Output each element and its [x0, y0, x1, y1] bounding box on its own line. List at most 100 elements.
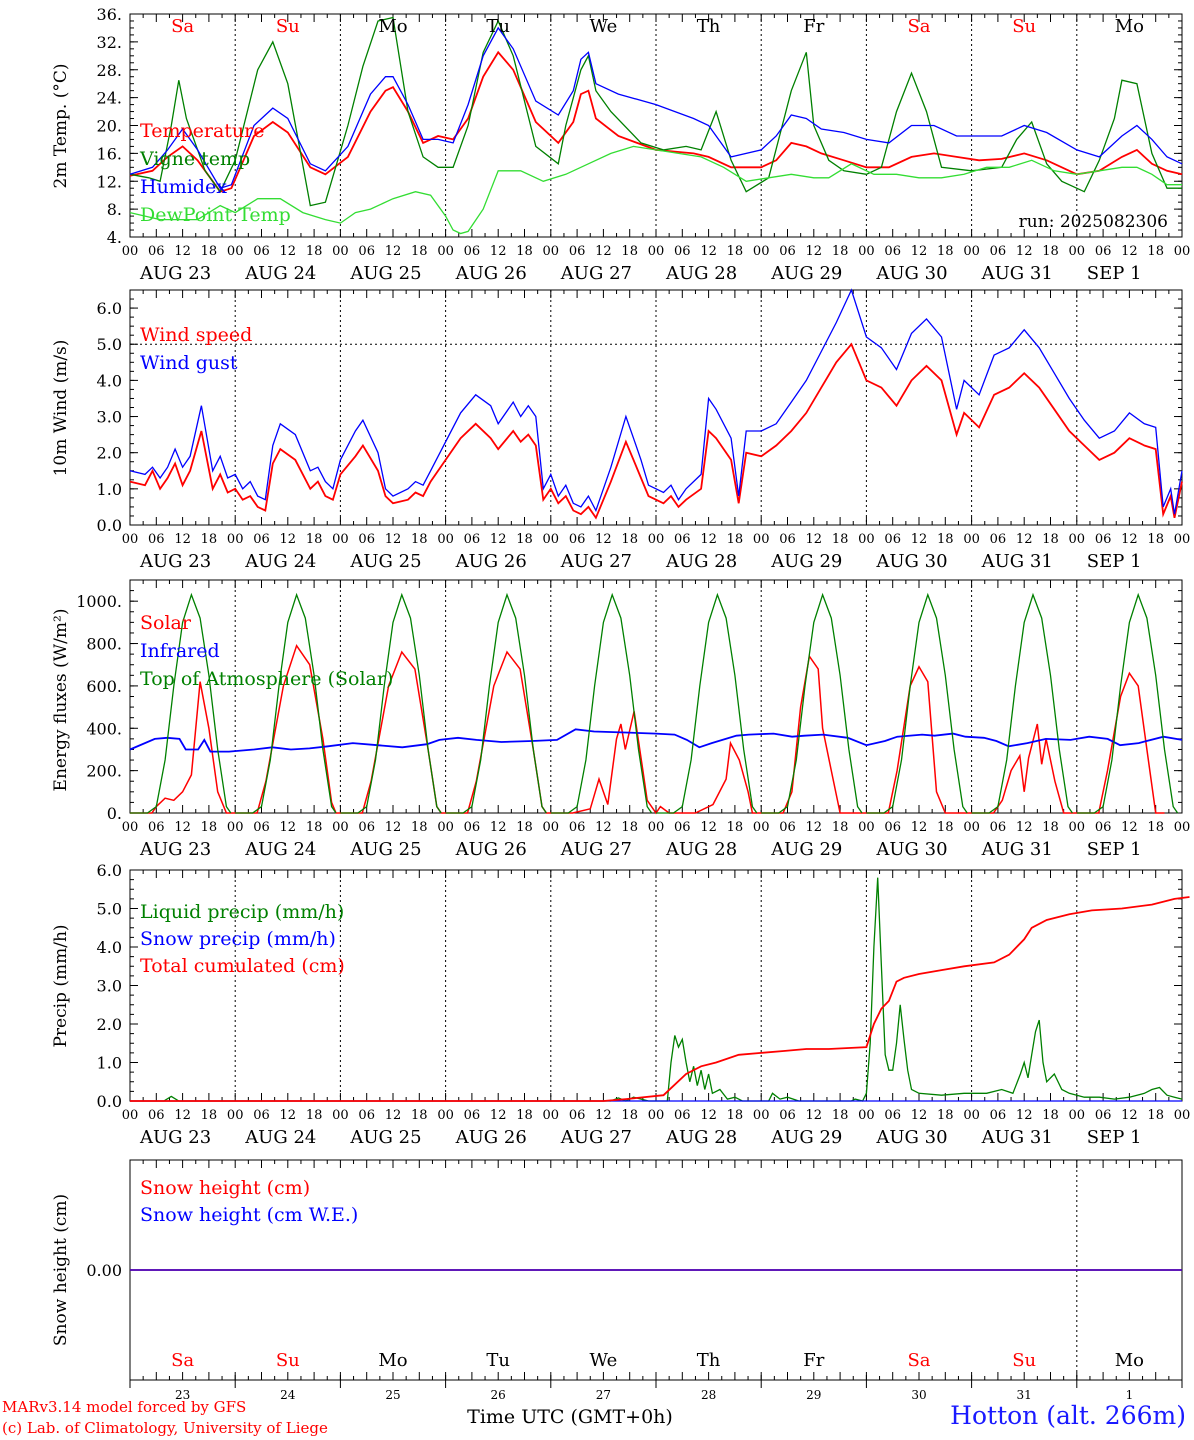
y-tick-label: 0.00: [86, 1261, 122, 1280]
series-line-liquid-precip-mm-h-: [130, 877, 1183, 1102]
hour-tick-label: 12: [490, 820, 507, 835]
hour-tick-label: 06: [253, 532, 270, 547]
date-label: SEP 1: [1087, 1127, 1142, 1148]
day-number-label: 28: [701, 1388, 716, 1402]
date-label: AUG 31: [981, 263, 1053, 284]
y-tick-label: 3.0: [97, 977, 122, 996]
hour-tick-label: 18: [727, 820, 744, 835]
hour-tick-label: 00: [122, 532, 139, 547]
hour-tick-label: 18: [621, 820, 638, 835]
hour-tick-label: 06: [779, 532, 796, 547]
y-axis-label: 10m Wind (m/s): [51, 340, 71, 477]
hour-tick-label: 18: [306, 820, 323, 835]
day-of-week-label: Mo: [378, 16, 407, 37]
series-line-toa-solar: [550, 592, 653, 814]
hour-tick-label: 00: [437, 244, 454, 259]
hour-tick-label: 06: [990, 244, 1007, 259]
hour-tick-label: 12: [911, 820, 928, 835]
series-line-toa-solar: [971, 592, 1073, 814]
hour-tick-label: 00: [858, 532, 875, 547]
day-of-week-label: Su: [276, 16, 300, 37]
series-line-toa-solar: [340, 592, 442, 814]
date-label: AUG 25: [349, 551, 421, 572]
hour-tick-label: 06: [1095, 244, 1112, 259]
hour-tick-label: 06: [148, 1108, 165, 1123]
hour-tick-label: 00: [963, 1108, 980, 1123]
hour-tick-label: 00: [648, 244, 665, 259]
credit-lab: (c) Lab. of Climatology, University of L…: [2, 1419, 328, 1437]
hour-tick-label: 06: [358, 1108, 375, 1123]
hour-tick-label: 00: [437, 820, 454, 835]
y-tick-label: 4.0: [97, 371, 122, 390]
date-label: AUG 25: [349, 1127, 421, 1148]
hour-tick-label: 12: [911, 1108, 928, 1123]
series-line-toa-solar: [656, 592, 758, 814]
day-of-week-label: Su: [1012, 1350, 1036, 1371]
hour-tick-label: 06: [253, 1108, 270, 1123]
hour-tick-label: 18: [306, 244, 323, 259]
date-label: AUG 31: [981, 1127, 1053, 1148]
hour-tick-label: 18: [201, 820, 218, 835]
hour-tick-label: 12: [1016, 1108, 1033, 1123]
day-of-week-label: Mo: [1115, 16, 1144, 37]
legend-entry: Liquid precip (mm/h): [140, 901, 344, 923]
y-tick-label: 1.0: [97, 480, 122, 499]
day-number-label: 24: [280, 1388, 296, 1402]
day-of-week-label: Sa: [907, 1350, 930, 1371]
y-axis-label: Energy fluxes (W/m²): [51, 609, 71, 792]
date-label: AUG 29: [770, 551, 842, 572]
hour-tick-label: 06: [464, 244, 481, 259]
hour-tick-label: 06: [674, 532, 691, 547]
hour-tick-label: 12: [1121, 1108, 1138, 1123]
series-line-temperature: [129, 50, 1183, 193]
legend-entry: Vigne temp: [139, 148, 250, 170]
hour-tick-label: 12: [174, 820, 191, 835]
hour-tick-label: 18: [832, 820, 849, 835]
hour-tick-label: 18: [1147, 820, 1164, 835]
hour-tick-label: 00: [858, 1108, 875, 1123]
y-tick-label: 800.: [86, 635, 122, 654]
hour-tick-label: 18: [621, 532, 638, 547]
hour-tick-label: 06: [779, 244, 796, 259]
day-number-label: 27: [596, 1388, 611, 1402]
hour-tick-label: 18: [727, 1108, 744, 1123]
hour-tick-label: 00: [332, 244, 349, 259]
hour-tick-label: 12: [806, 244, 823, 259]
legend-entry: Solar: [140, 612, 192, 634]
hour-tick-label: 12: [490, 1108, 507, 1123]
legend-entry: Wind gust: [140, 352, 238, 374]
series-line-solar: [130, 644, 1165, 815]
date-label: SEP 1: [1087, 263, 1142, 284]
y-tick-label: 24.: [97, 89, 122, 108]
hour-tick-label: 12: [595, 244, 612, 259]
hour-tick-label: 00: [122, 1108, 139, 1123]
y-tick-label: 4.: [107, 228, 122, 247]
hour-tick-label: 06: [779, 820, 796, 835]
hour-tick-label: 12: [280, 820, 297, 835]
hour-tick-label: 00: [332, 1108, 349, 1123]
date-label: AUG 25: [349, 839, 421, 860]
hour-tick-label: 12: [1121, 244, 1138, 259]
date-label: AUG 23: [139, 1127, 211, 1148]
y-tick-label: 20.: [97, 117, 122, 136]
hour-tick-label: 18: [937, 532, 954, 547]
hour-tick-label: 18: [1042, 820, 1059, 835]
date-label: AUG 26: [455, 1127, 527, 1148]
hour-tick-label: 06: [1095, 532, 1112, 547]
date-label: AUG 24: [244, 1127, 316, 1148]
legend-entry: Top of Atmosphere (Solar): [140, 668, 393, 690]
date-label: SEP 1: [1087, 551, 1142, 572]
date-label: AUG 24: [244, 263, 316, 284]
day-number-label: 31: [1017, 1388, 1032, 1402]
hour-tick-label: 06: [569, 244, 586, 259]
series-line-toa-solar: [1076, 592, 1179, 814]
hour-tick-label: 12: [700, 532, 717, 547]
hour-tick-label: 06: [358, 820, 375, 835]
hour-tick-label: 06: [148, 820, 165, 835]
day-number-label: 26: [491, 1388, 506, 1402]
hour-tick-label: 00: [227, 244, 244, 259]
hour-tick-label: 18: [201, 532, 218, 547]
hour-tick-label: 18: [1042, 244, 1059, 259]
day-of-week-label: Fr: [803, 16, 824, 37]
hour-tick-label: 18: [306, 1108, 323, 1123]
